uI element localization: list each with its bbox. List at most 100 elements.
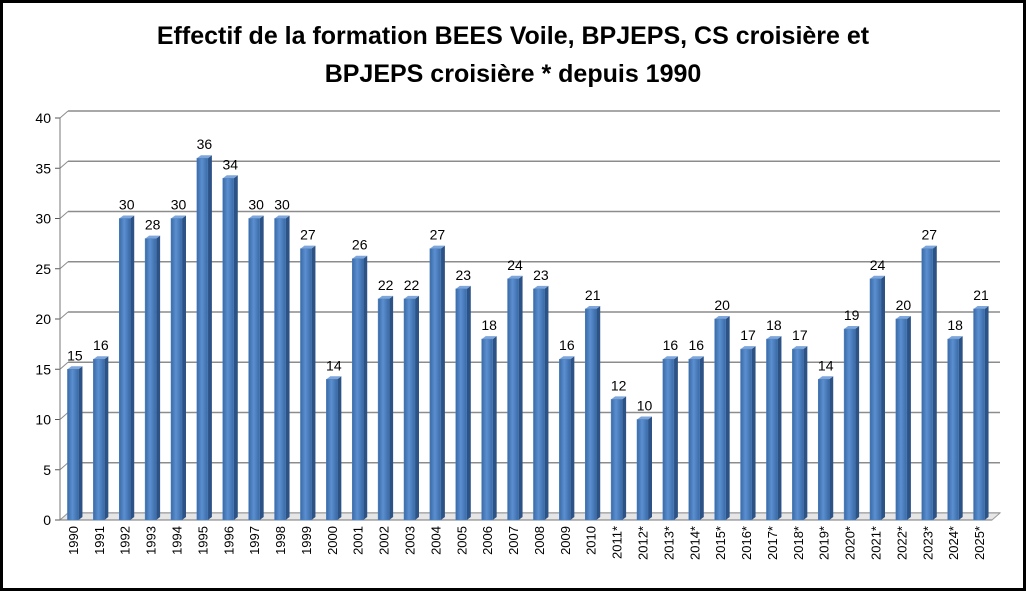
bar xyxy=(351,258,364,521)
bar xyxy=(973,308,985,521)
x-tick-label: 2022* xyxy=(894,526,909,560)
x-tick-label: 1993 xyxy=(144,526,159,555)
bar xyxy=(222,178,235,521)
data-labels: 15 16 30 28 30 36 34 30 30 27 14 26 22 22 27 23 18 24 23 16… xyxy=(67,136,989,413)
bar xyxy=(429,248,442,521)
bar-top xyxy=(947,336,963,340)
bar-side xyxy=(466,285,471,520)
bar xyxy=(688,358,701,521)
bar xyxy=(817,379,830,521)
bar-top xyxy=(870,275,885,279)
bar-side xyxy=(440,245,445,520)
x-tick-label: 2021* xyxy=(869,526,884,560)
x-tick-label: 2025* xyxy=(972,526,987,560)
x-tick-label: 2014* xyxy=(687,526,702,560)
bar-top xyxy=(67,366,83,370)
bar-top xyxy=(585,305,601,309)
gridline-depth xyxy=(59,412,69,420)
gridline-depth xyxy=(59,462,69,471)
bar-top xyxy=(222,175,238,179)
y-tick-label: 0 xyxy=(43,512,51,528)
bar-side xyxy=(156,235,161,520)
data-label: 16 xyxy=(688,337,704,353)
data-label: 16 xyxy=(663,337,679,353)
bar-side xyxy=(881,275,885,520)
data-label: 17 xyxy=(740,327,756,343)
data-label: 17 xyxy=(792,327,808,343)
x-tick-label: 2005 xyxy=(454,526,469,555)
data-label: 21 xyxy=(973,287,989,303)
bar xyxy=(714,318,726,521)
bar xyxy=(481,338,493,521)
bar xyxy=(947,338,959,521)
data-label: 16 xyxy=(93,337,109,353)
x-tick-label: 2024* xyxy=(946,526,961,560)
chart-title-line-2: BPJEPS croisière * depuis 1990 xyxy=(324,60,702,88)
bar xyxy=(326,379,338,521)
bar-side xyxy=(311,245,316,520)
bar-top xyxy=(93,356,109,360)
bar-top xyxy=(171,215,186,219)
bar-side xyxy=(648,416,652,520)
bar-side xyxy=(78,366,83,520)
bar-top xyxy=(973,305,989,309)
x-tick-label: 1994 xyxy=(170,526,185,555)
gridline-depth xyxy=(59,361,69,370)
bar-side xyxy=(492,336,497,520)
x-tick-label: 1992 xyxy=(118,526,133,555)
x-tick-label: 1990 xyxy=(66,526,81,555)
y-tick-label: 10 xyxy=(35,412,51,428)
bar-side xyxy=(958,336,963,520)
bar-side xyxy=(751,346,756,520)
y-tick-label: 30 xyxy=(35,211,51,227)
x-tick-label: 2007 xyxy=(506,526,521,555)
bar xyxy=(869,278,882,521)
data-label: 27 xyxy=(300,227,316,243)
bar xyxy=(740,348,752,521)
bar-top xyxy=(844,326,860,330)
bar-top xyxy=(895,316,911,319)
x-tick-label: 2011* xyxy=(610,526,625,559)
data-label: 30 xyxy=(248,197,264,213)
bar xyxy=(403,298,416,521)
bar xyxy=(533,288,545,521)
bar-side xyxy=(622,396,627,520)
bar-top xyxy=(662,356,678,360)
data-label: 36 xyxy=(197,136,213,152)
gridline-depth xyxy=(59,261,69,270)
bar-top xyxy=(455,285,471,289)
bar-top xyxy=(404,295,419,299)
bar xyxy=(559,358,571,521)
data-label: 30 xyxy=(274,197,290,213)
x-tick-label: 1991 xyxy=(92,526,107,555)
data-label: 27 xyxy=(430,227,446,243)
bar xyxy=(93,358,105,521)
data-label: 15 xyxy=(67,347,83,363)
bar xyxy=(662,358,675,521)
y-tick-label: 5 xyxy=(43,462,51,478)
x-tick-label: 1998 xyxy=(273,526,288,555)
x-tick-label: 2010 xyxy=(584,526,599,555)
bar-side xyxy=(104,356,109,520)
bar-top xyxy=(637,416,652,420)
y-tick-label: 35 xyxy=(35,160,51,176)
bar xyxy=(300,248,312,521)
y-tick-label: 15 xyxy=(35,361,51,377)
data-label: 24 xyxy=(870,257,886,273)
x-tick-label: 1996 xyxy=(221,526,236,555)
bar-side xyxy=(984,305,989,520)
data-label: 23 xyxy=(533,267,549,283)
bar xyxy=(118,218,131,521)
category-labels: 1990 1991 1992 1993 1994 1995 1996 1997 1998 1999… xyxy=(66,526,987,560)
bar xyxy=(196,157,209,521)
bar-top xyxy=(714,316,730,319)
data-label: 26 xyxy=(352,237,368,253)
bar-top xyxy=(921,245,937,249)
bar-side xyxy=(570,356,575,520)
data-label: 20 xyxy=(896,297,912,313)
gridline-depth xyxy=(59,311,69,320)
data-label: 23 xyxy=(455,267,471,283)
bar xyxy=(455,288,468,521)
x-tick-label: 2008 xyxy=(532,526,547,555)
